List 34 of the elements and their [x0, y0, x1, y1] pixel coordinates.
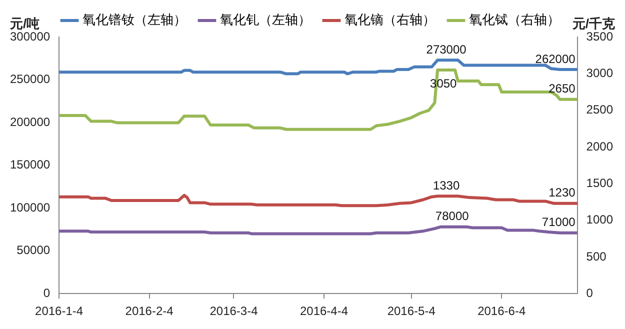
x-tick-label: 2016-2-4 [125, 304, 174, 318]
x-tick-label: 2016-1-4 [35, 304, 84, 318]
x-tick-label: 2016-3-4 [210, 304, 258, 318]
y-tick-label: 250000 [10, 72, 50, 86]
y2-tick-label: 500 [586, 249, 607, 264]
y-tick-label: 0 [43, 286, 50, 300]
y2-tick-label: 3500 [586, 29, 614, 44]
y2-tick-label: 2000 [586, 139, 614, 154]
data-label: 1330 [432, 178, 460, 192]
legend-label: 氧化铽（右轴） [469, 12, 560, 28]
y2-tick-label: 1000 [586, 212, 614, 227]
data-label: 71000 [542, 215, 576, 230]
y-tick-label: 150000 [10, 158, 50, 172]
legend-label: 氧化钆（左轴） [220, 12, 311, 28]
y2-tick-label: 2500 [586, 102, 614, 117]
x-tick-label: 2016-5-4 [387, 304, 436, 318]
y2-tick-label: 0 [586, 286, 594, 300]
y-tick-label: 100000 [10, 200, 50, 214]
y-tick-label: 50000 [16, 243, 50, 258]
legend-label: 氧化镝（右轴） [344, 12, 436, 28]
data-label: 262000 [535, 52, 576, 66]
data-label: 273000 [426, 42, 467, 56]
legend-label: 氧化镨钕（左轴） [82, 12, 186, 28]
y2-tick-label: 1500 [586, 176, 614, 190]
y-axis-title: 元/吨 [9, 16, 40, 32]
y2-tick-label: 3000 [586, 66, 614, 80]
y-tick-label: 300000 [10, 29, 50, 44]
x-tick-label: 2016-6-4 [478, 304, 526, 318]
data-label: 2650 [548, 82, 576, 96]
x-tick-label: 2016-4-4 [300, 304, 348, 318]
data-label: 1230 [548, 186, 576, 200]
data-label: 78000 [435, 209, 470, 224]
y-tick-label: 200000 [10, 114, 50, 129]
y2-axis-title: 元/千克 [571, 16, 616, 32]
